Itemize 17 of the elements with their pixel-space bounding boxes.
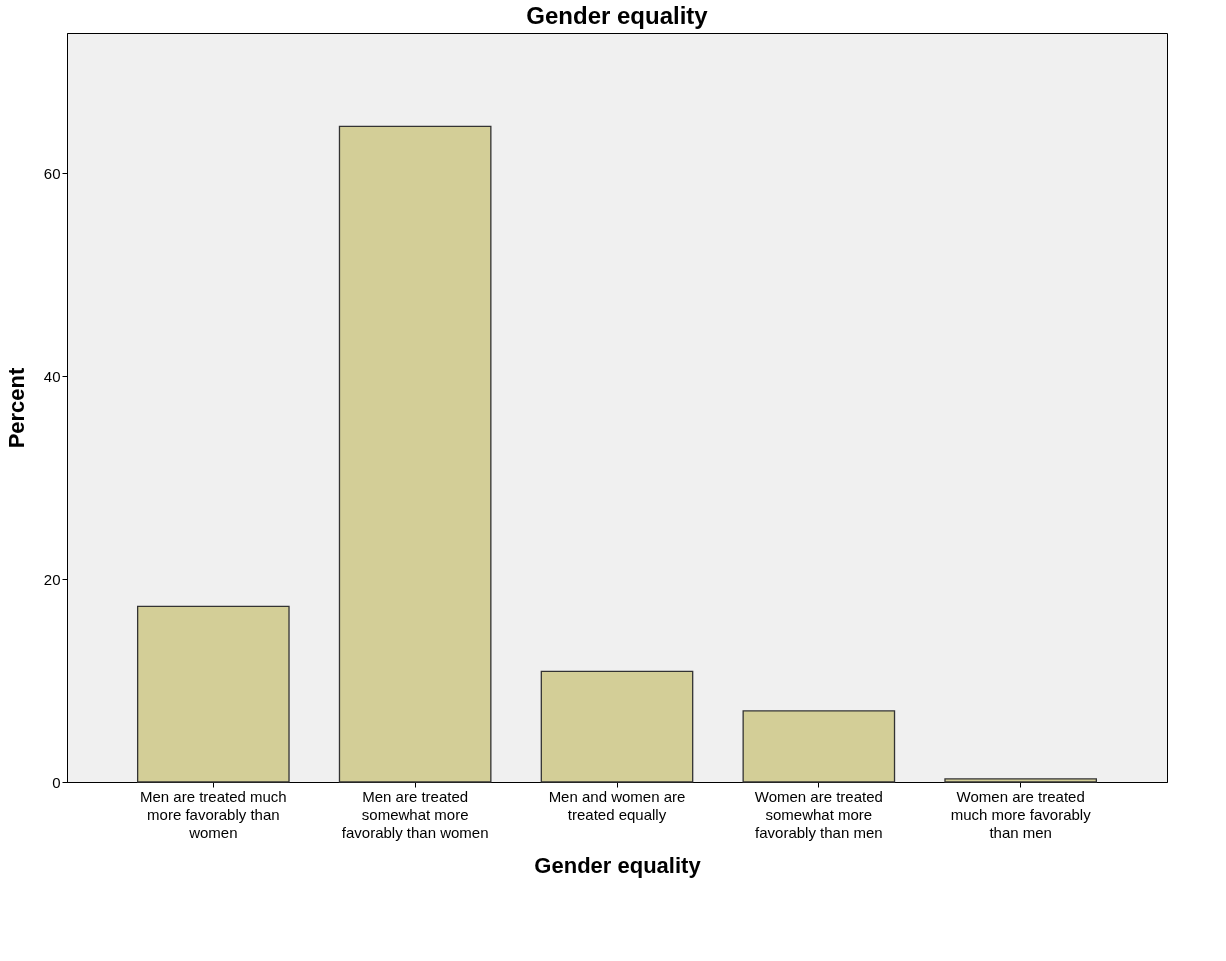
y-tick-label: 0 <box>52 773 61 791</box>
x-tick-label: Women are treated somewhat more favorably than men <box>754 787 883 841</box>
y-axis-title: Percent <box>3 366 29 449</box>
x-tick-label: Women are treated much more favorably than men <box>950 787 1092 841</box>
x-tick-label: Men and women are treated equally <box>548 787 686 823</box>
bar <box>540 670 694 783</box>
y-tick-label: 40 <box>43 367 61 385</box>
chart-title: Gender equality <box>526 2 709 29</box>
y-tick-label: 20 <box>43 570 61 588</box>
bar <box>742 710 896 783</box>
bar <box>338 125 492 783</box>
bar <box>136 605 290 783</box>
bar <box>944 778 1098 783</box>
y-tick-label: 60 <box>43 164 61 182</box>
x-tick-label: Men are treated much more favorably than women <box>139 787 287 841</box>
x-axis-title: Gender equality <box>534 852 702 878</box>
x-tick-label: Men are treated somewhat more favorably than women <box>341 787 489 841</box>
